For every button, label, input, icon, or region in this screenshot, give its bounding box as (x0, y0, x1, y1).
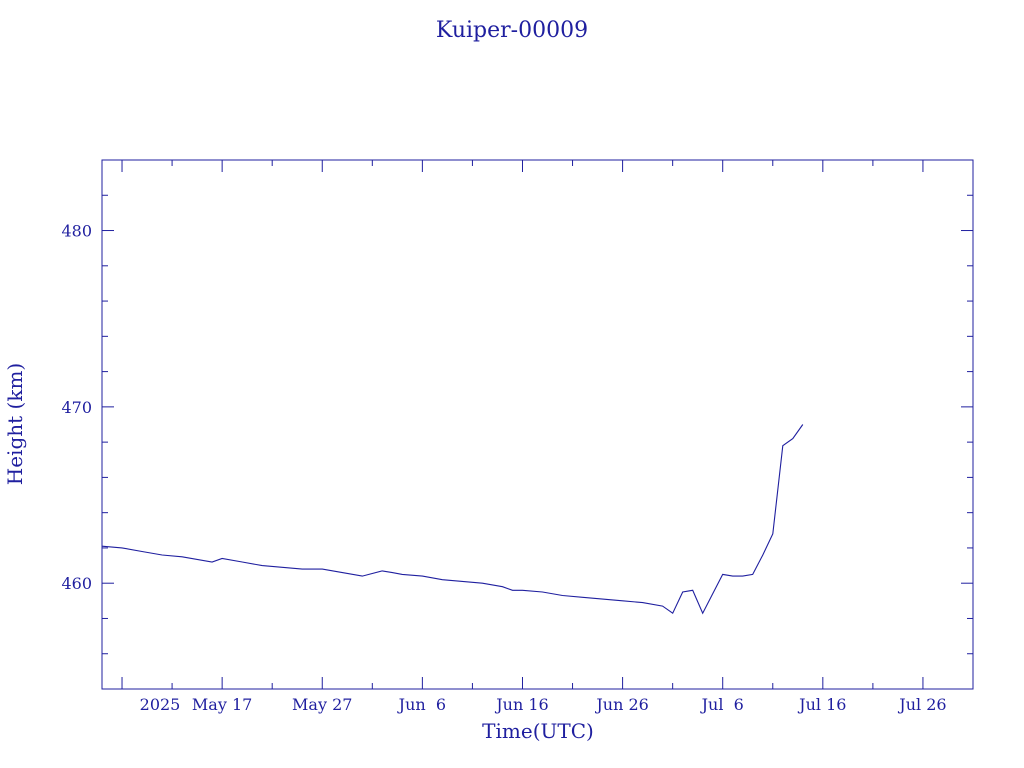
x-tick-label: Jul 6 (700, 695, 744, 714)
x-tick-label: Jun 26 (594, 695, 648, 714)
y-tick-label: 480 (61, 222, 92, 241)
axis-ticks (102, 159, 974, 690)
x-tick-label: Jul 16 (797, 695, 846, 714)
x-tick-label: Jun 6 (397, 695, 446, 714)
x-tick-label: Jun 16 (494, 695, 548, 714)
y-axis-label: Height (km) (3, 363, 27, 485)
x-tick-label: May 17 (192, 695, 252, 714)
x-tick-label: Jul 26 (897, 695, 946, 714)
x-start-year-label: 2025 (140, 695, 181, 714)
y-tick-label: 470 (61, 398, 92, 417)
chart-title: Kuiper-00009 (436, 18, 588, 43)
plot-frame (101, 159, 974, 690)
x-tick-label: May 27 (292, 695, 352, 714)
height-series-line (101, 424, 804, 615)
x-axis-label: Time(UTC) (482, 719, 594, 743)
y-tick-labels: 460 470 480 (61, 222, 92, 594)
y-tick-label: 460 (61, 574, 92, 593)
x-tick-labels: May 17 May 27 Jun 6 Jun 16 Jun 26 Jul 6 Jul 16… (192, 695, 947, 714)
